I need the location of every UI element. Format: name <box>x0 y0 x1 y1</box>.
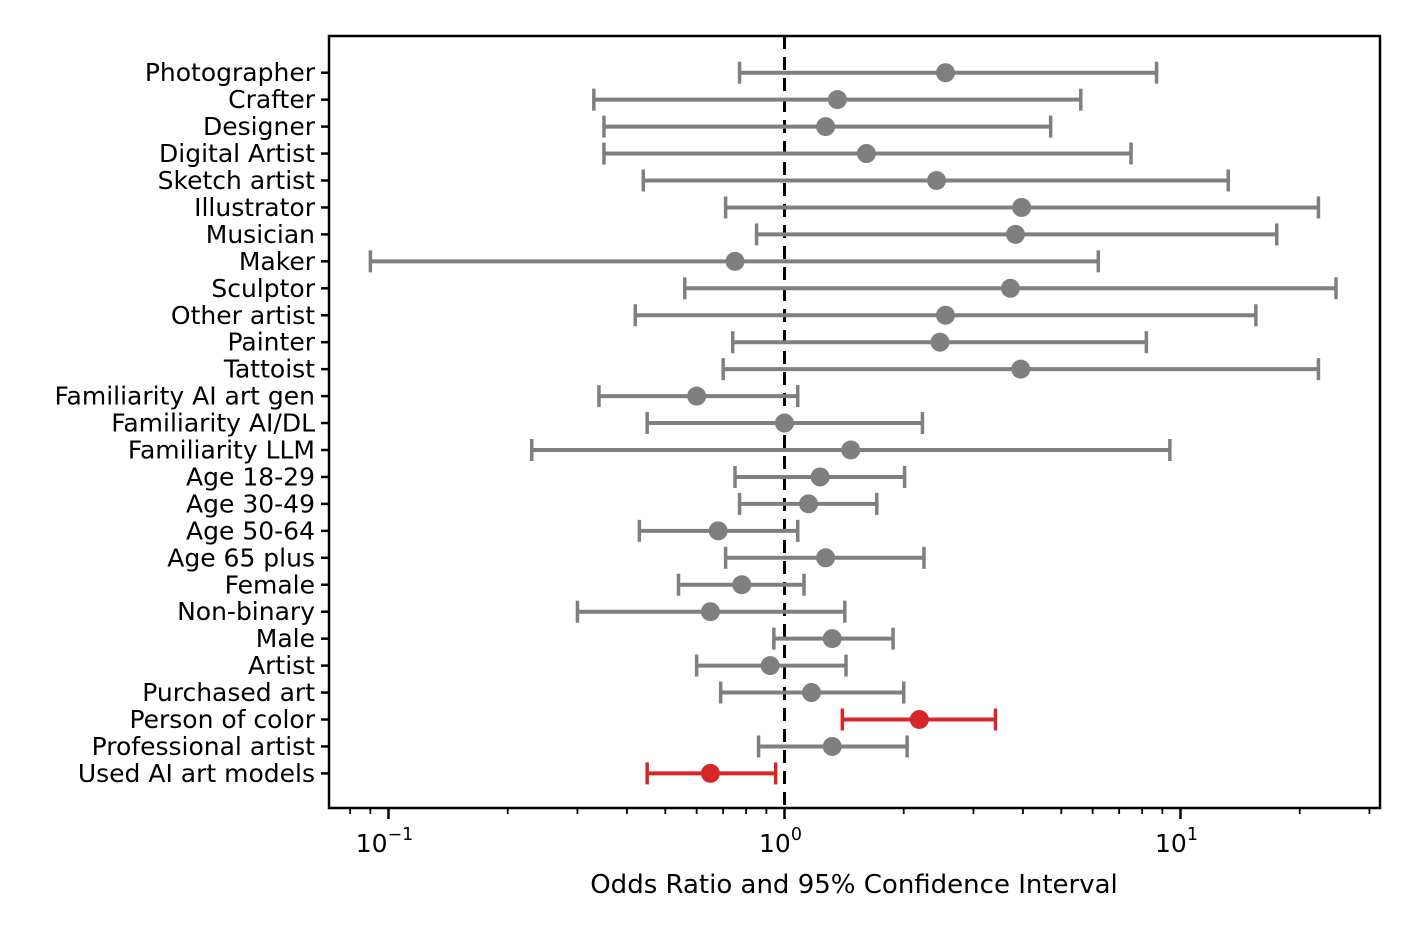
y-tick-label: Professional artist <box>92 732 316 761</box>
y-tick-label: Designer <box>203 112 316 141</box>
errorbar-row <box>645 412 925 435</box>
point-marker <box>1012 197 1032 217</box>
y-tick-label: Person of color <box>129 705 315 734</box>
errorbar-row <box>597 385 800 408</box>
errorbar-row <box>840 708 998 731</box>
errorbar-row <box>683 277 1338 300</box>
y-tick-label: Purchased art <box>142 678 315 707</box>
point-marker <box>802 683 822 703</box>
point-marker <box>856 144 876 164</box>
y-tick-label: Used AI art models <box>78 759 315 788</box>
errorbar-row <box>602 115 1053 138</box>
y-tick-label: Sculptor <box>211 274 315 303</box>
point-marker <box>1000 278 1020 298</box>
point-marker <box>822 736 842 756</box>
point-marker <box>841 440 861 460</box>
errorbar-row <box>694 654 848 677</box>
point-marker <box>708 521 728 541</box>
errorbar-row <box>730 331 1149 354</box>
errorbar-row <box>718 681 906 704</box>
errorbar-row <box>633 304 1258 327</box>
errorbar-row <box>676 573 806 596</box>
x-axis-label: Odds Ratio and 95% Confidence Interval <box>590 870 1118 900</box>
y-tick-label: Female <box>225 570 315 599</box>
y-tick-label: Musician <box>206 220 315 249</box>
y-tick-label: Photographer <box>145 58 316 87</box>
y-tick-label: Sketch artist <box>158 166 316 195</box>
y-tick-label: Familiarity LLM <box>128 436 315 465</box>
y-tick-label: Crafter <box>228 85 316 114</box>
errorbar-row <box>721 358 1321 381</box>
y-tick-label: Age 30-49 <box>186 489 315 518</box>
y-tick-label: Non-binary <box>177 597 315 626</box>
errorbar-row <box>592 88 1083 111</box>
point-marker <box>700 763 720 783</box>
errorbar-row <box>368 250 1101 273</box>
y-tick-label: Illustrator <box>194 193 316 222</box>
point-marker <box>810 467 830 487</box>
point-marker <box>935 305 955 325</box>
errorbar-row <box>723 196 1321 219</box>
point-marker <box>732 575 752 595</box>
point-marker <box>822 629 842 649</box>
point-marker <box>1011 359 1031 379</box>
point-marker <box>930 332 950 352</box>
point-marker <box>700 602 720 622</box>
errorbar-row <box>602 142 1133 165</box>
point-marker <box>827 90 847 110</box>
y-tick-label: Age 18-29 <box>186 462 315 491</box>
errorbar-row <box>637 519 800 542</box>
y-tick-label: Familiarity AI/DL <box>111 409 315 438</box>
x-tick-label: 10−1 <box>356 825 414 858</box>
point-marker <box>935 63 955 83</box>
point-marker <box>816 117 836 137</box>
errorbar-row <box>772 627 895 650</box>
point-marker <box>760 656 780 676</box>
point-marker <box>909 710 929 729</box>
y-tick-label: Tattoist <box>223 355 315 384</box>
y-tick-label: Age 65 plus <box>167 543 315 572</box>
point-marker <box>725 251 745 271</box>
plot-frame <box>327 34 1382 810</box>
point-marker <box>775 413 794 433</box>
point-marker <box>926 171 946 190</box>
point-marker <box>816 548 836 568</box>
errorbar-row <box>737 61 1159 84</box>
y-tick-label: Age 50-64 <box>186 516 315 545</box>
errorbar-row <box>575 600 847 623</box>
y-tick-label: Artist <box>248 651 315 680</box>
y-tick-label: Digital Artist <box>159 139 315 168</box>
y-tick-label: Male <box>256 624 315 653</box>
point-marker <box>687 386 707 406</box>
errorbar-row <box>737 492 879 515</box>
x-tick-label: 100 <box>759 825 802 858</box>
y-tick-label: Maker <box>239 247 316 276</box>
errorbar-row <box>756 735 909 758</box>
errorbar-row <box>733 465 907 488</box>
point-marker <box>799 494 819 514</box>
errorbar-row <box>641 169 1230 192</box>
y-tick-label: Painter <box>227 328 315 357</box>
errorbar-row <box>529 439 1172 461</box>
y-tick-label: Other artist <box>171 301 315 330</box>
errorbar-row <box>645 762 778 785</box>
errorbar-row <box>754 223 1279 246</box>
errorbar-row <box>723 546 926 569</box>
point-marker <box>1005 224 1025 244</box>
y-tick-label: Familiarity AI art gen <box>54 382 315 411</box>
x-tick-label: 101 <box>1155 825 1198 858</box>
